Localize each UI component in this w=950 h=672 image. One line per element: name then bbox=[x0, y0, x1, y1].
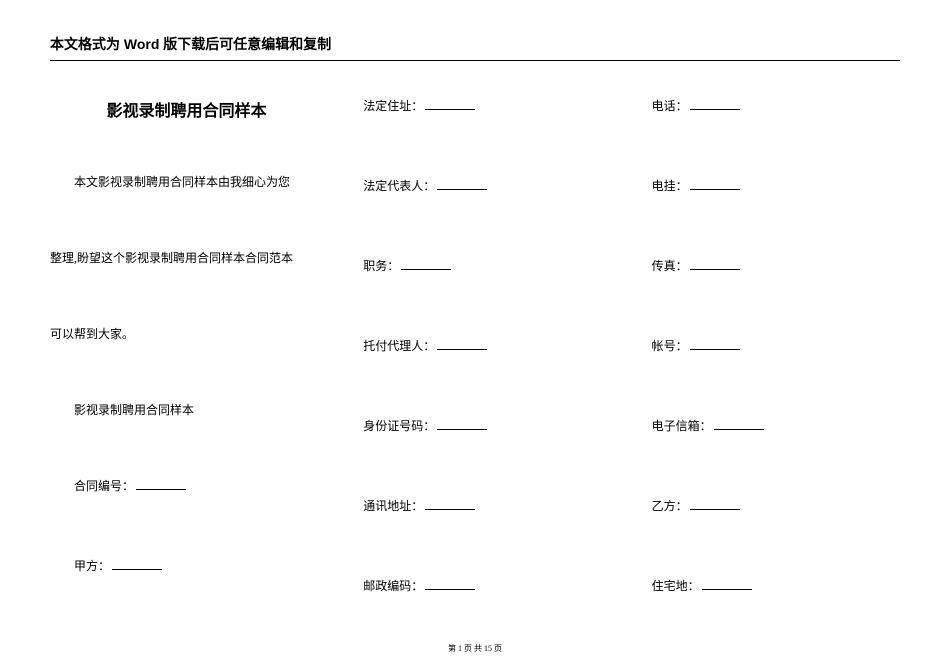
agent-label: 托付代理人： bbox=[363, 339, 435, 353]
blank-line bbox=[425, 578, 475, 590]
intro-para-1: 本文影视录制聘用合同样本由我细心为您 bbox=[50, 173, 323, 191]
document-title: 影视录制聘用合同样本 bbox=[50, 97, 323, 121]
postal-code-label: 邮政编码： bbox=[363, 579, 423, 593]
contract-number-label: 合同编号： bbox=[74, 479, 134, 493]
intro-para-3: 可以帮到大家。 bbox=[50, 325, 323, 343]
phone-field: 电话： bbox=[652, 97, 900, 115]
left-column: 影视录制聘用合同样本 本文影视录制聘用合同样本由我细心为您 整理,盼望这个影视录… bbox=[50, 97, 323, 657]
account-label: 帐号： bbox=[652, 339, 688, 353]
page-header: 本文格式为 Word 版下载后可任意编辑和复制 bbox=[50, 34, 900, 61]
party-a-label: 甲方： bbox=[74, 559, 110, 573]
right-column: 电话： 电挂： 传真： 帐号： 电子信箱： 乙方： 住宅地： bbox=[652, 97, 900, 657]
position-field: 职务： bbox=[363, 257, 611, 275]
blank-line bbox=[437, 178, 487, 190]
legal-rep-field: 法定代表人： bbox=[363, 177, 611, 195]
subtitle: 影视录制聘用合同样本 bbox=[50, 401, 323, 419]
email-label: 电子信箱： bbox=[652, 419, 712, 433]
contract-number-field: 合同编号： bbox=[50, 477, 323, 495]
document-page: 本文格式为 Word 版下载后可任意编辑和复制 影视录制聘用合同样本 本文影视录… bbox=[0, 0, 950, 657]
id-number-field: 身份证号码： bbox=[363, 417, 611, 435]
blank-line bbox=[714, 418, 764, 430]
middle-column: 法定住址： 法定代表人： 职务： 托付代理人： 身份证号码： 通讯地址： 邮政编… bbox=[363, 97, 611, 657]
blank-line bbox=[136, 478, 186, 490]
mailing-address-label: 通讯地址： bbox=[363, 499, 423, 513]
page-footer: 第 1 页 共 15 页 bbox=[0, 643, 950, 654]
legal-rep-label: 法定代表人： bbox=[363, 179, 435, 193]
fax-field: 传真： bbox=[652, 257, 900, 275]
blank-line bbox=[425, 98, 475, 110]
blank-line bbox=[112, 558, 162, 570]
blank-line bbox=[690, 338, 740, 350]
column-layout: 影视录制聘用合同样本 本文影视录制聘用合同样本由我细心为您 整理,盼望这个影视录… bbox=[50, 97, 900, 657]
account-field: 帐号： bbox=[652, 337, 900, 355]
postal-code-field: 邮政编码： bbox=[363, 577, 611, 595]
legal-address-field: 法定住址： bbox=[363, 97, 611, 115]
party-b-field: 乙方： bbox=[652, 497, 900, 515]
blank-line bbox=[702, 578, 752, 590]
telegraph-field: 电挂： bbox=[652, 177, 900, 195]
blank-line bbox=[690, 98, 740, 110]
residence-label: 住宅地： bbox=[652, 579, 700, 593]
blank-line bbox=[425, 498, 475, 510]
legal-address-label: 法定住址： bbox=[363, 99, 423, 113]
blank-line bbox=[401, 258, 451, 270]
position-label: 职务： bbox=[363, 259, 399, 273]
telegraph-label: 电挂： bbox=[652, 179, 688, 193]
fax-label: 传真： bbox=[652, 259, 688, 273]
blank-line bbox=[437, 338, 487, 350]
mailing-address-field: 通讯地址： bbox=[363, 497, 611, 515]
email-field: 电子信箱： bbox=[652, 417, 900, 435]
intro-para-2: 整理,盼望这个影视录制聘用合同样本合同范本 bbox=[50, 249, 323, 267]
blank-line bbox=[437, 418, 487, 430]
party-a-field: 甲方： bbox=[50, 557, 323, 575]
blank-line bbox=[690, 258, 740, 270]
party-b-label: 乙方： bbox=[652, 499, 688, 513]
blank-line bbox=[690, 178, 740, 190]
id-number-label: 身份证号码： bbox=[363, 419, 435, 433]
blank-line bbox=[690, 498, 740, 510]
agent-field: 托付代理人： bbox=[363, 337, 611, 355]
phone-label: 电话： bbox=[652, 99, 688, 113]
residence-field: 住宅地： bbox=[652, 577, 900, 595]
